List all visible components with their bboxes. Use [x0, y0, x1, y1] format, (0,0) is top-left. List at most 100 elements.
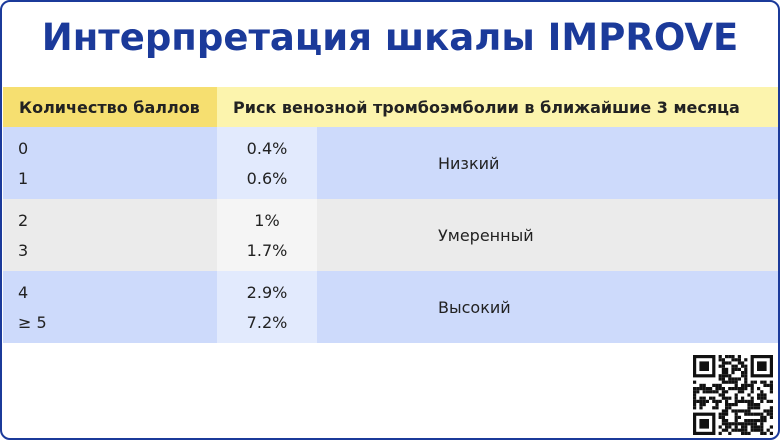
- qr-module: [734, 425, 738, 429]
- qr-module: [728, 380, 732, 384]
- qr-module: [737, 367, 741, 371]
- qr-module: [760, 412, 764, 416]
- row-background: [3, 199, 217, 271]
- qr-module: [731, 403, 735, 407]
- qr-module: [744, 374, 748, 378]
- qr-module: [699, 399, 703, 403]
- qr-module: [750, 406, 754, 410]
- qr-module: [744, 383, 748, 387]
- score: 1: [18, 169, 29, 188]
- qr-module: [737, 355, 741, 359]
- qr-module: [699, 403, 703, 407]
- qr-module: [769, 383, 773, 387]
- qr-module: [737, 358, 741, 362]
- qr-module: [731, 422, 735, 426]
- qr-module: [760, 380, 764, 384]
- qr-module: [750, 419, 754, 423]
- qr-module: [757, 419, 761, 423]
- qr-module: [721, 361, 725, 365]
- qr-module: [750, 380, 754, 384]
- qr-module: [741, 409, 745, 413]
- qr-module: [734, 377, 738, 381]
- qr-module: [737, 415, 741, 419]
- qr-module: [744, 387, 748, 391]
- qr-module: [741, 364, 745, 368]
- score: 2: [18, 211, 29, 230]
- qr-module: [750, 383, 754, 387]
- qr-module: [715, 383, 719, 387]
- qr-module: [725, 409, 729, 413]
- qr-module: [731, 387, 735, 391]
- qr-module: [757, 403, 761, 407]
- qr-module: [757, 396, 761, 400]
- qr-module: [693, 403, 697, 407]
- qr-module: [734, 364, 738, 368]
- qr-module: [744, 377, 748, 381]
- score: 4: [18, 283, 29, 302]
- qr-module: [734, 412, 738, 416]
- qr-module: [731, 377, 735, 381]
- qr-module: [760, 415, 764, 419]
- qr-module: [760, 399, 764, 403]
- qr-module: [721, 393, 725, 397]
- qr-module: [757, 393, 761, 397]
- qr-module: [696, 387, 700, 391]
- qr-module: [769, 380, 773, 384]
- qr-module: [725, 422, 729, 426]
- qr-module: [731, 380, 735, 384]
- qr-module: [744, 399, 748, 403]
- qr-module: [769, 425, 773, 429]
- qr-module: [750, 428, 754, 432]
- qr-module: [757, 428, 761, 432]
- qr-module: [712, 383, 716, 387]
- qr-module: [734, 428, 738, 432]
- qr-module: [750, 399, 754, 403]
- qr-module: [696, 399, 700, 403]
- qr-module: [757, 412, 761, 416]
- qr-module: [753, 428, 757, 432]
- qr-module: [728, 355, 732, 359]
- qr-module: [760, 425, 764, 429]
- qr-module: [741, 361, 745, 365]
- risk-value: 2.9%: [246, 283, 288, 302]
- row-background: [217, 127, 317, 199]
- qr-module: [731, 428, 735, 432]
- qr-module: [763, 393, 767, 397]
- row-background: [317, 199, 778, 271]
- qr-module: [725, 374, 729, 378]
- qr-module: [721, 377, 725, 381]
- qr-module: [760, 419, 764, 423]
- qr-module: [699, 361, 709, 371]
- qr-module: [741, 399, 745, 403]
- qr-module: [750, 403, 754, 407]
- qr-module: [734, 415, 738, 419]
- qr-module: [734, 380, 738, 384]
- qr-module: [744, 409, 748, 413]
- qr-module: [763, 409, 767, 413]
- qr-module: [734, 422, 738, 426]
- qr-module: [737, 361, 741, 365]
- qr-module: [731, 409, 735, 413]
- qr-module: [725, 361, 729, 365]
- qr-module: [702, 383, 706, 387]
- qr-module: [709, 387, 713, 391]
- qr-module: [709, 396, 713, 400]
- qr-module: [750, 390, 754, 394]
- qr-module: [737, 428, 741, 432]
- qr-module: [747, 412, 751, 416]
- qr-module: [763, 419, 767, 423]
- qr-module: [734, 383, 738, 387]
- qr-module: [744, 367, 748, 371]
- qr-module: [744, 419, 748, 423]
- qr-module: [712, 396, 716, 400]
- qr-module: [718, 355, 722, 359]
- qr-module: [747, 393, 751, 397]
- qr-module: [721, 358, 725, 362]
- qr-module: [744, 431, 748, 435]
- qr-module: [744, 371, 748, 375]
- qr-code: [693, 355, 773, 435]
- qr-module: [728, 387, 732, 391]
- qr-module: [715, 403, 719, 407]
- qr-module: [699, 419, 709, 429]
- qr-module: [734, 396, 738, 400]
